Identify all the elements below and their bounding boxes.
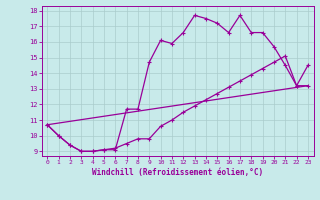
X-axis label: Windchill (Refroidissement éolien,°C): Windchill (Refroidissement éolien,°C)	[92, 168, 263, 177]
